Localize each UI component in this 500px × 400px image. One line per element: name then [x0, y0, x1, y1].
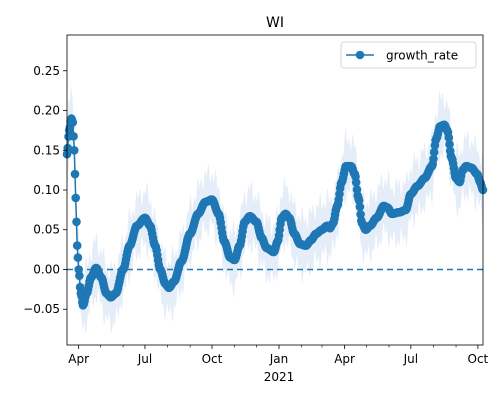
data-point [71, 193, 80, 203]
data-point [356, 210, 365, 219]
data-point [70, 146, 79, 155]
y-axis: −0.05 0.00 0.05 0.10 0.15 0.20 0.25 [23, 64, 67, 316]
x-tick-label: Oct [468, 352, 489, 366]
data-point [445, 140, 454, 149]
x-axis: Apr Jul Oct Jan Apr Jul Oct [68, 345, 489, 366]
data-point [68, 118, 78, 127]
data-point [70, 169, 80, 179]
x-axis-year-label: 2021 [264, 370, 295, 384]
series-points-growth-rate [62, 114, 488, 310]
x-tick-label: Oct [202, 352, 223, 366]
y-tick-label: 0.20 [33, 104, 60, 118]
y-tick-label: 0.05 [33, 223, 60, 237]
y-tick-label: −0.05 [23, 302, 60, 316]
y-tick-label: 0.10 [33, 183, 60, 197]
x-tick-label: Apr [334, 352, 355, 366]
data-point [355, 202, 365, 212]
data-point [429, 154, 438, 164]
data-point [72, 217, 81, 227]
y-tick-label: 0.00 [33, 262, 60, 276]
x-tick-label: Jan [269, 352, 289, 366]
data-point [69, 132, 78, 141]
data-point [75, 271, 84, 281]
confidence-band [67, 85, 483, 335]
chart-title: WI [266, 15, 284, 31]
legend-entry-growth-rate: growth_rate [386, 49, 458, 63]
x-tick-label: Jul [137, 352, 152, 366]
legend-dot-marker [355, 50, 365, 60]
data-point [73, 253, 83, 262]
data-point [351, 178, 361, 187]
legend-box [340, 41, 477, 69]
data-point [444, 133, 454, 142]
legend[interactable]: growth_rate [340, 41, 477, 69]
data-point [72, 241, 82, 250]
data-point [354, 196, 364, 205]
data-point [74, 265, 83, 274]
x-tick-label: Jul [403, 352, 418, 366]
plot-area [62, 85, 488, 335]
y-tick-label: 0.25 [33, 64, 60, 78]
y-tick-label: 0.15 [33, 143, 60, 157]
x-tick-label: Apr [68, 352, 89, 366]
data-point [429, 147, 439, 157]
